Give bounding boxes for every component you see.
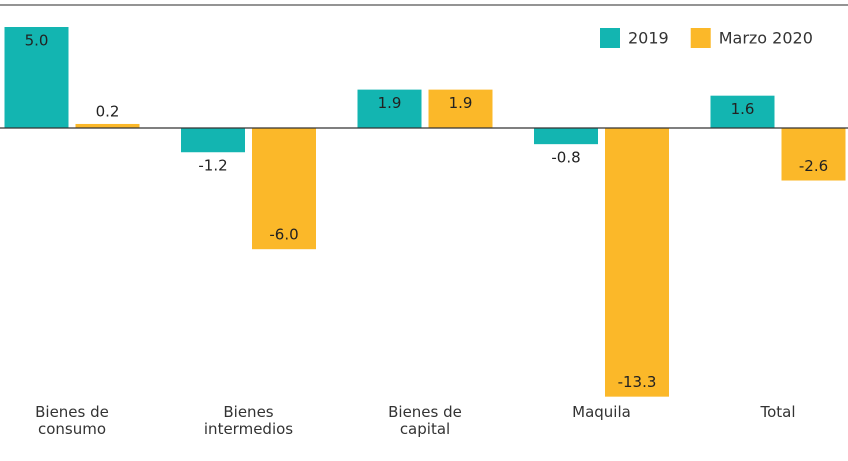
x-tick-label: Total bbox=[760, 403, 796, 421]
bar bbox=[781, 128, 846, 181]
value-label: 0.2 bbox=[96, 102, 120, 120]
bar bbox=[357, 89, 422, 128]
bar bbox=[428, 89, 493, 128]
value-label: -13.3 bbox=[618, 373, 657, 391]
bar bbox=[534, 128, 598, 145]
x-tick-label: Bienes de capital bbox=[388, 403, 462, 438]
x-tick-label: Bienes de consumo bbox=[35, 403, 109, 438]
value-label: -2.6 bbox=[799, 157, 828, 175]
legend-swatch bbox=[690, 28, 711, 48]
value-label: -1.2 bbox=[198, 157, 227, 175]
value-label: 1.9 bbox=[449, 94, 473, 112]
bar bbox=[252, 128, 316, 250]
x-tick-label: Maquila bbox=[572, 403, 631, 421]
bar bbox=[181, 128, 245, 153]
bar bbox=[710, 95, 775, 128]
value-label: 1.6 bbox=[731, 100, 755, 118]
x-tick-label: Bienes intermedios bbox=[203, 403, 294, 438]
bar bbox=[605, 128, 669, 397]
bar bbox=[75, 123, 140, 128]
legend-label: 2019 bbox=[628, 29, 669, 48]
value-label: 5.0 bbox=[25, 32, 49, 50]
legend-label: Marzo 2020 bbox=[719, 29, 813, 48]
value-label: -0.8 bbox=[551, 149, 580, 167]
bar bbox=[4, 27, 69, 128]
legend-swatch bbox=[600, 28, 620, 48]
value-label: -6.0 bbox=[269, 226, 298, 244]
value-label: 1.9 bbox=[378, 94, 402, 112]
